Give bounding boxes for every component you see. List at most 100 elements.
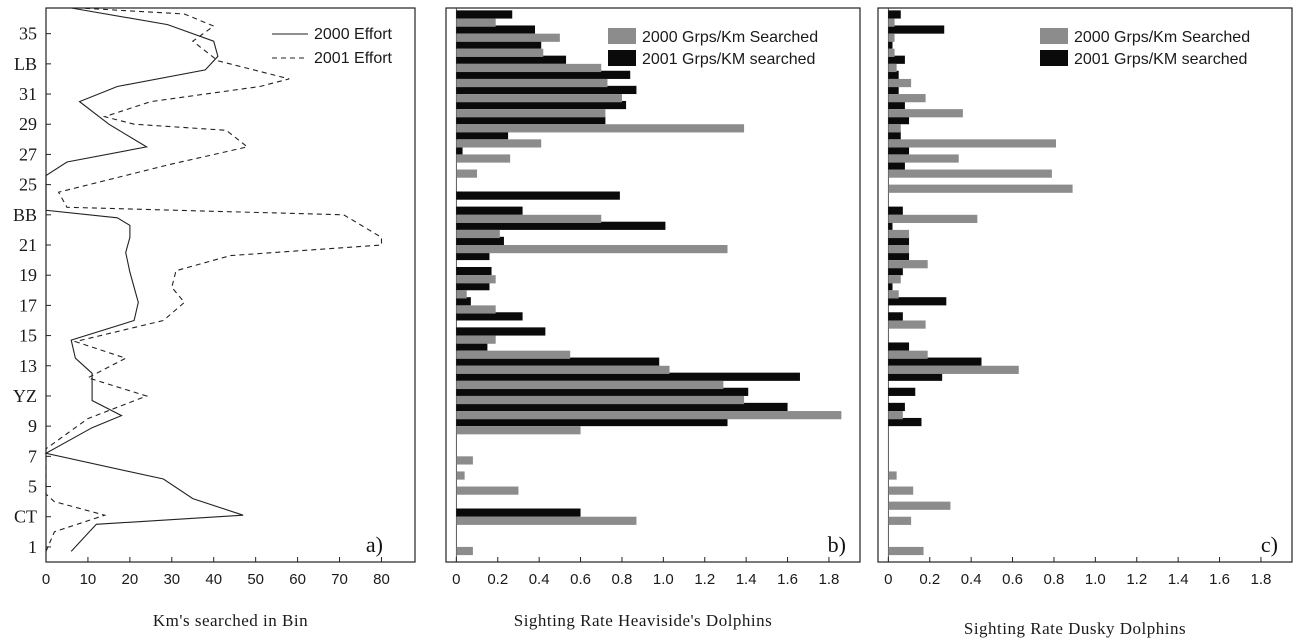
bar-2000-bin-27 — [456, 154, 511, 163]
x-axis-label: Sighting Rate Dusky Dolphins — [964, 619, 1186, 638]
panel-b-heaviside-chart: 0 0.2 0.4 0.6 0.8 1.0 1.2 1.4 1.6 1.8 Sighting Rat… — [445, 7, 861, 630]
x-tick-label: 1.2 — [694, 571, 715, 588]
y-tick-label: 29 — [19, 114, 37, 134]
x-tick-label: 0.8 — [1044, 571, 1065, 588]
bar-2001-bin-15 — [456, 327, 546, 336]
bar-2001-bin-3 — [456, 508, 581, 517]
x-tick-label: 1.4 — [736, 571, 757, 588]
x-tick-label: 0.4 — [529, 571, 550, 588]
legend-label: 2000 Grps/Km Searched — [1074, 29, 1250, 46]
bar-2000-bin-7 — [456, 456, 473, 465]
x-tick-label: 10 — [80, 571, 97, 588]
legend-label: 2000 Effort — [314, 26, 393, 43]
bar-2000-bin-33 — [456, 63, 602, 73]
bar-2000-bin-3 — [888, 516, 912, 525]
bar-2000-bin-23 — [888, 214, 978, 224]
bar-2000-bin-20 — [888, 260, 928, 269]
bar-2001-bin-26 — [888, 161, 905, 170]
bar-2000-bin-13 — [456, 365, 670, 374]
bar-2000-bin-15 — [456, 335, 496, 344]
x-tick-label: 0.2 — [487, 571, 508, 588]
panel-a-effort-chart: 0 10 20 30 40 50 60 70 80 Km's searched in Bin 1 CT… — [13, 7, 416, 630]
bar-2001-bin-17 — [456, 297, 471, 306]
bar-2001-bin-11 — [456, 387, 749, 396]
bar-2001-bin-19 — [456, 266, 492, 276]
bar-2000-bin-34 — [888, 48, 895, 57]
bar-2000-bin-26 — [456, 169, 478, 178]
y-tick-label: 9 — [28, 416, 37, 436]
bar-2000-bin-22 — [888, 229, 910, 239]
x-tick-label: 20 — [122, 571, 139, 588]
bar-2000-bin-14 — [888, 350, 928, 359]
legend-swatch — [608, 28, 636, 44]
bar-2001-bin-34 — [456, 40, 542, 49]
bar-2000-bin-25 — [888, 184, 1073, 193]
bar-2000-bin-30 — [456, 109, 606, 118]
bar-2001-bin-28 — [456, 131, 509, 140]
bar-2000-bin-27 — [888, 154, 959, 163]
bar-2000-bin-35 — [888, 33, 895, 42]
bar-2000-bin-30 — [888, 109, 963, 118]
x-tick-label: 1.2 — [1126, 571, 1147, 588]
bar-2000-bin-16 — [888, 320, 926, 329]
panel-label: b) — [828, 532, 846, 557]
legend-label: 2001 Effort — [314, 50, 393, 67]
bar-2001-bin-36 — [456, 10, 513, 19]
bar-2001-bin-33 — [456, 55, 567, 64]
bar-2001-bin-32 — [456, 70, 631, 79]
bar-2001-bin-33 — [888, 55, 905, 64]
bar-2000-bin-36 — [456, 18, 496, 27]
bar-2000-bin-3 — [456, 516, 637, 525]
legend-label: 2001 Grps/KM searched — [1074, 51, 1247, 68]
x-tick-label: 1.4 — [1168, 571, 1189, 588]
x-tick-label: 60 — [289, 571, 306, 588]
x-tick-label: 30 — [163, 571, 180, 588]
bar-2001-bin-29 — [888, 116, 910, 125]
series-line-2000-effort — [44, 7, 244, 552]
bar-2001-bin-29 — [456, 116, 606, 125]
bar-2000-bin-6 — [888, 471, 897, 480]
y-tick-label: 21 — [19, 235, 37, 255]
plot-frame — [45, 7, 416, 563]
y-tick-label: 1 — [28, 537, 37, 557]
y-tick-label: 35 — [19, 24, 37, 44]
bar-2000-bin-11 — [456, 395, 745, 405]
x-tick-label: 50 — [247, 571, 264, 588]
x-tick-label: 0.4 — [961, 571, 982, 588]
bar-2001-bin-13 — [888, 357, 982, 366]
x-tick-label: 0.2 — [919, 571, 940, 588]
bar-2001-bin-23 — [456, 206, 523, 215]
legend-label: 2000 Grps/Km Searched — [642, 29, 818, 46]
x-tick-label: 1.0 — [653, 571, 674, 588]
bar-2000-bin-10 — [888, 411, 903, 420]
bar-2000-bin-19 — [456, 275, 496, 284]
x-tick-label: 0 — [452, 571, 460, 588]
bar-2001-bin-31 — [456, 85, 637, 95]
x-tick-label: 70 — [331, 571, 348, 588]
bar-2000-bin-19 — [888, 275, 901, 284]
legend-swatch — [1040, 28, 1068, 44]
bar-2000-bin-36 — [888, 18, 895, 27]
bar-2000-bin-21 — [888, 244, 910, 254]
bar-2000-bin-6 — [456, 471, 465, 480]
bar-2000-bin-23 — [456, 214, 602, 224]
bar-2000-bin-1 — [456, 546, 473, 556]
plot-frame — [877, 7, 1293, 563]
bar-2001-bin-18 — [456, 282, 490, 291]
bar-2001-bin-21 — [456, 236, 504, 245]
y-tick-label: 7 — [28, 446, 37, 466]
bar-2000-bin-31 — [456, 94, 622, 103]
bar-2000-bin-29 — [888, 124, 901, 133]
x-tick-label: 80 — [373, 571, 390, 588]
panel-label: c) — [1261, 532, 1278, 557]
bar-2001-bin-14 — [456, 342, 488, 351]
bar-2001-bin-18 — [888, 282, 893, 291]
series-line-2001-effort — [45, 7, 383, 552]
bar-2000-bin-5 — [888, 486, 914, 495]
bar-2001-bin-19 — [888, 266, 903, 276]
panel-c-dusky-chart: 0 0.2 0.4 0.6 0.8 1.0 1.2 1.4 1.6 1.8 Sighting Rat… — [877, 7, 1293, 638]
bar-2001-bin-23 — [888, 206, 903, 215]
bar-2001-bin-22 — [888, 221, 893, 230]
bar-2001-bin-13 — [456, 357, 660, 366]
